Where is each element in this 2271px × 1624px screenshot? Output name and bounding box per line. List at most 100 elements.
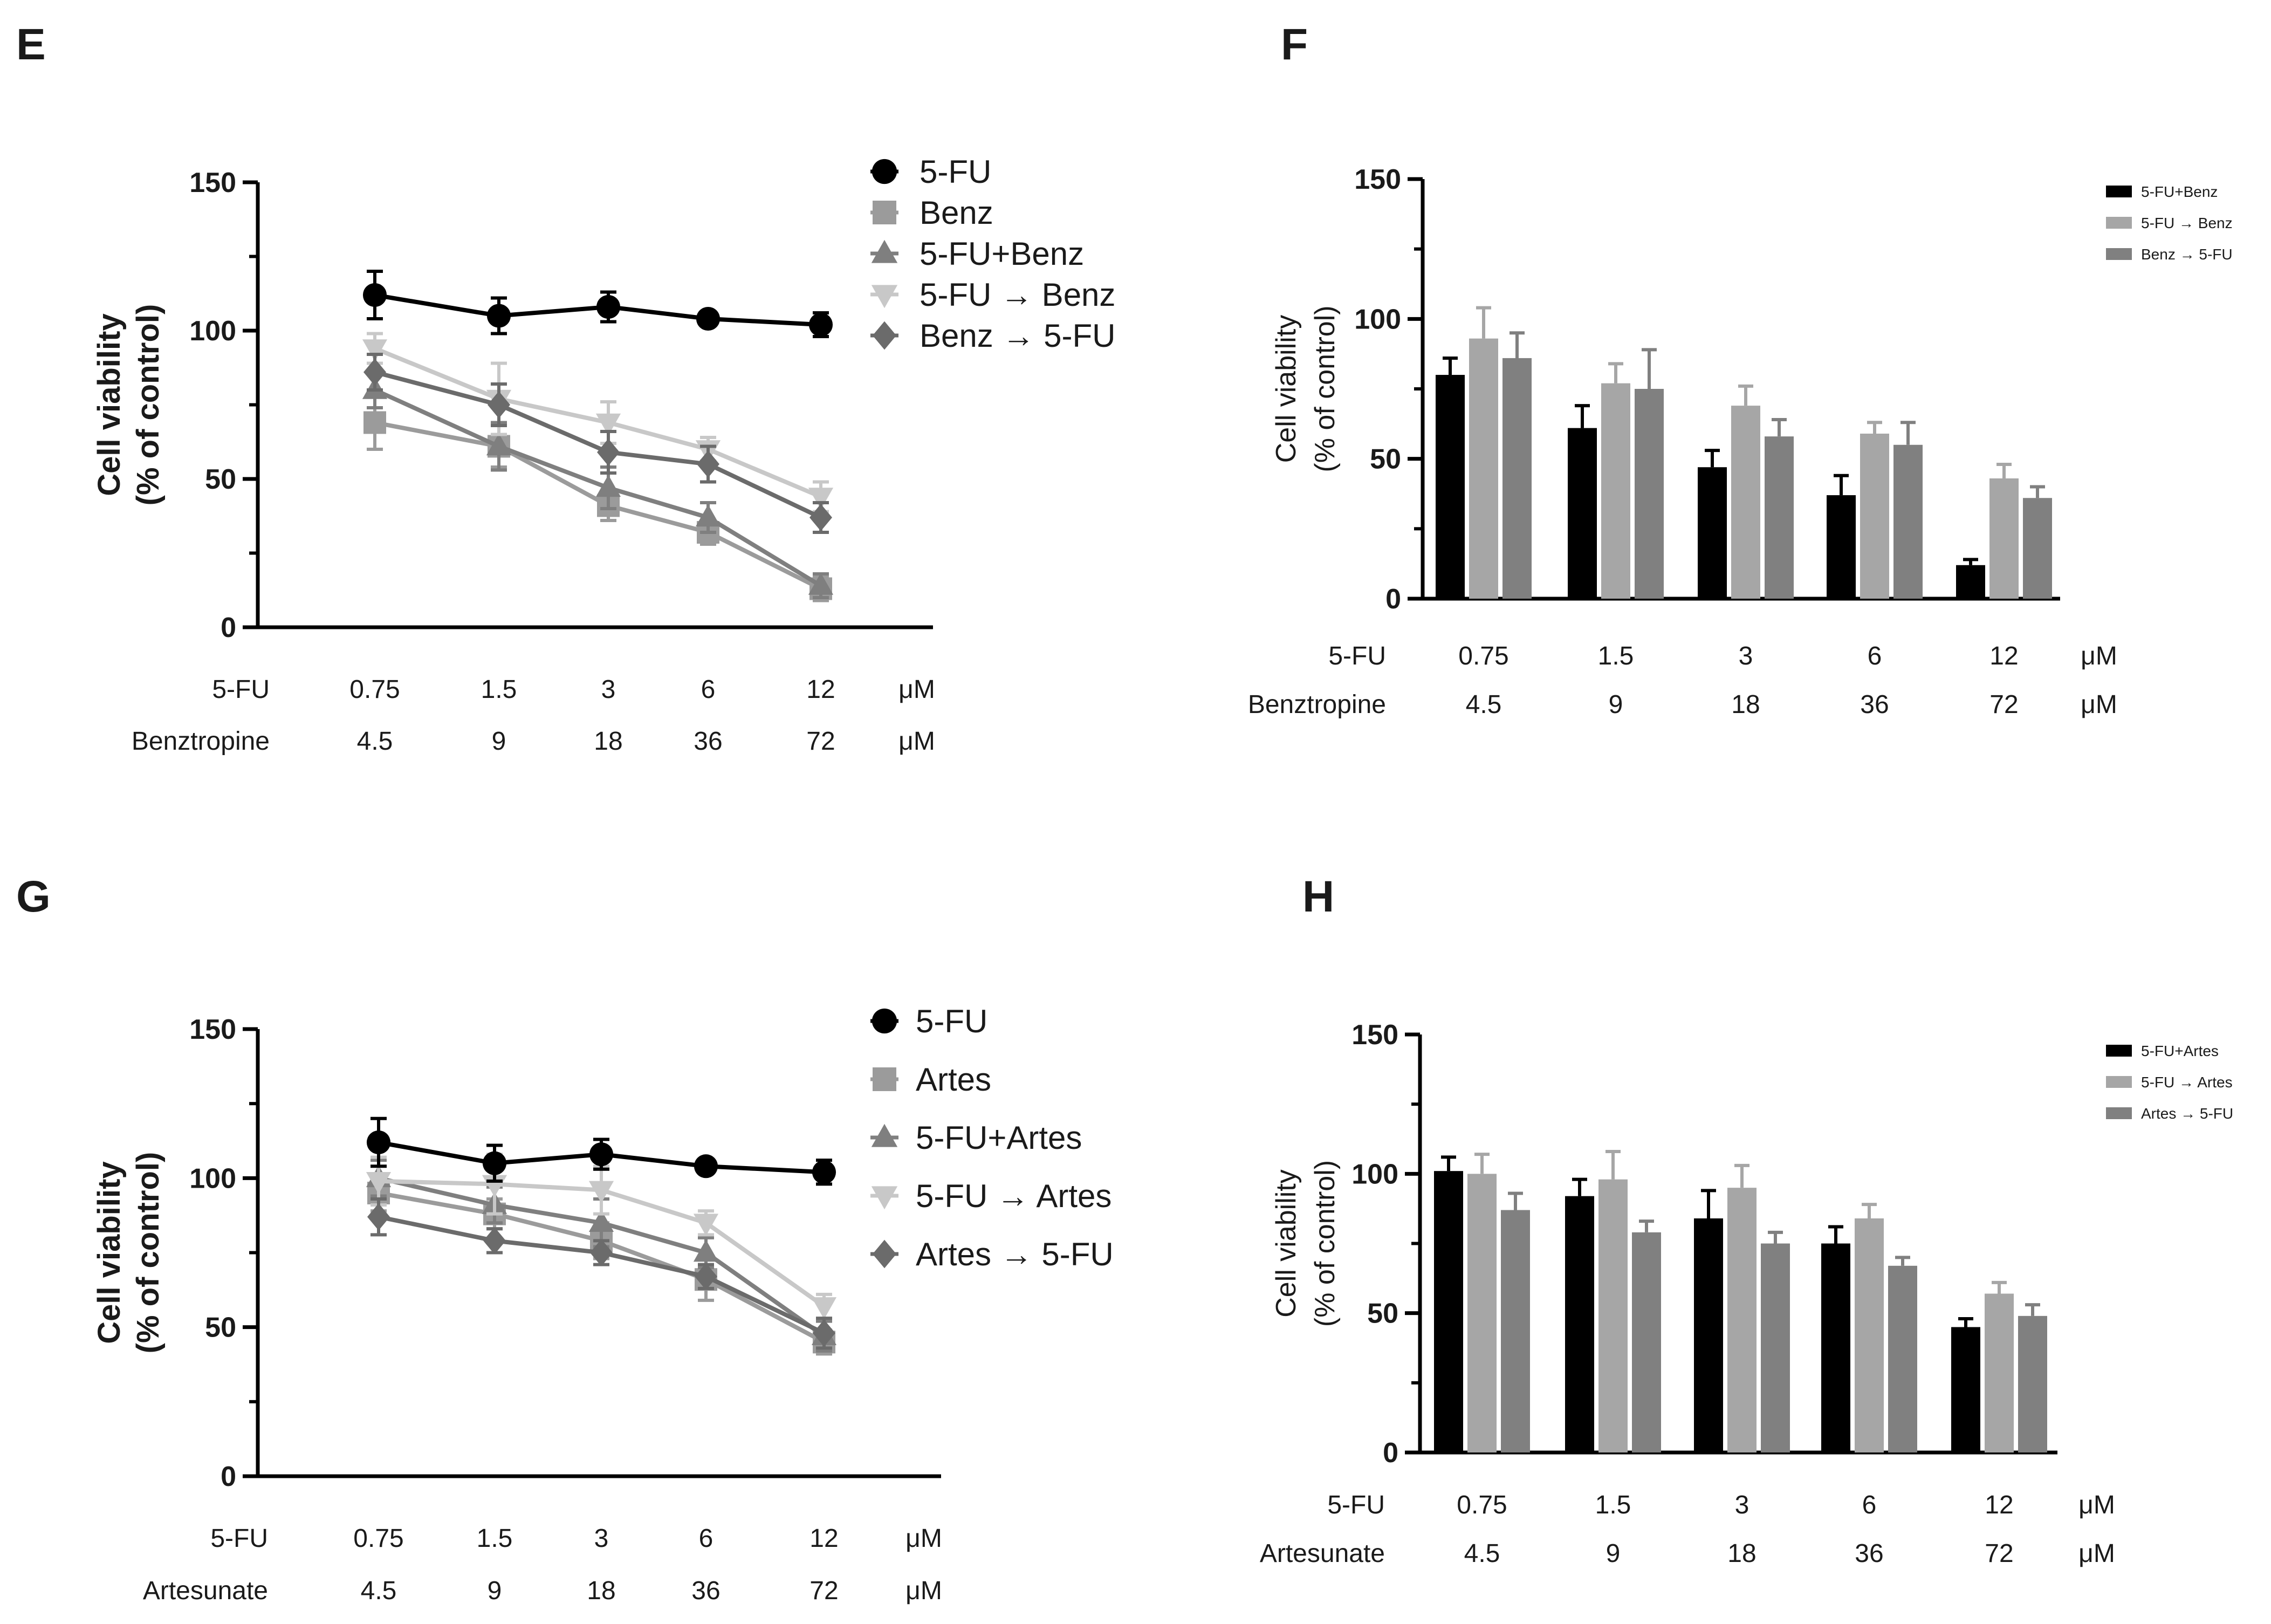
data-point [597,438,620,466]
bar [1860,433,1889,599]
legend-label: 5-FU [916,1003,987,1039]
dose-tick-label: 0.75 [349,675,400,704]
bar [1698,467,1727,599]
dose-tick-label: 36 [694,727,722,756]
legend-swatch [2106,248,2132,260]
legend-swatch [2106,1045,2132,1057]
data-point [588,1181,614,1203]
y-axis-label: Cell viability (% of control) [1271,305,1341,472]
dose-unit-label: μM [905,1524,942,1553]
dose-tick-label: 18 [594,727,622,756]
y-tick-label: 50 [1370,444,1401,475]
data-point [366,1172,392,1195]
bar-series-0 [1436,356,1985,599]
y-axis-label-line1: Cell viability [92,313,127,496]
legend-marker [871,1123,898,1147]
dose-tick-label: 4.5 [357,727,393,756]
dose-unit-label: μM [2078,1539,2115,1568]
dose-unit-label: μM [2081,642,2117,670]
data-point [589,1142,614,1167]
legend-item: Benz → 5-FU [2106,246,2233,263]
dose-tick-label: 12 [809,1524,838,1553]
legend-item: Artes [870,1061,991,1098]
panel-letter: F [1281,20,1308,69]
legend-label: Benz [920,195,993,231]
bar-series-1 [1469,306,2019,599]
legend-item: 5-FU+Artes [2106,1043,2219,1059]
dose-tick-label: 9 [1609,690,1623,719]
data-point [811,1297,837,1320]
legend-label: Benz → 5-FU [2141,246,2233,263]
legend-swatch [2106,1076,2132,1088]
legend-item: 5-FU+Benz [2106,183,2218,200]
data-point [486,433,512,456]
bar [1765,436,1794,599]
legend-label: 5-FU+Artes [2141,1043,2219,1059]
data-point [808,572,834,595]
panel-f: 0 50 100 150 Cell viability (% of control) F 5-… [1248,20,2233,719]
bar [2018,1315,2047,1452]
dose-tick-label: 3 [1739,642,1753,670]
data-point [693,1214,719,1236]
dose-unit-label: μM [898,727,935,756]
dose-unit-label: μM [2081,690,2117,719]
bar [1855,1218,1884,1452]
legend-label: Artes → 5-FU [2141,1105,2233,1122]
data-point [696,306,721,331]
dose-tick-label: 36 [691,1577,720,1605]
y-tick-label: 150 [189,1014,236,1045]
legend-item: 5-FU [870,1003,987,1039]
bar [1632,1232,1661,1452]
data-point [695,1263,717,1290]
legend-swatch [2106,186,2132,197]
data-point [482,1151,507,1175]
y-axis-label-line1: Cell viability [1271,1169,1302,1318]
data-point [486,304,511,328]
bar [1727,1188,1757,1452]
data-point [808,488,834,510]
y-tick-label: 50 [205,464,236,495]
data-point [363,411,386,434]
y-tick-label: 0 [1383,1437,1398,1469]
data-point [588,1210,614,1232]
data-point [812,1160,836,1184]
dose-row-label: Benztropine [1248,690,1386,719]
legend-label: 5-FU+Artes [916,1120,1082,1156]
bar [1565,1196,1594,1452]
panel-letter: G [16,872,51,921]
dose-tick-label: 12 [1989,642,2018,670]
y-axis-label-line2: (% of control) [131,304,166,506]
data-point [488,391,510,419]
bar [1434,1171,1463,1452]
dose-tick-label: 3 [594,1524,609,1553]
y-axis-label-line2: (% of control) [1309,305,1341,472]
y-axis-label-line2: (% of control) [1309,1160,1341,1327]
dose-tick-label: 9 [1606,1539,1621,1568]
dose-tick-label: 6 [699,1524,713,1553]
panel-h: 0 50 100 150 Cell viability (% of control) H 5-… [1260,872,2233,1568]
dose-row-label: 5-FU [212,675,270,704]
legend-label: 5-FU → Benz [920,277,1115,313]
data-point [693,1239,719,1262]
legend-label: 5-FU+Benz [920,236,1084,272]
bar-series-2 [1502,331,2052,599]
bar [1827,495,1856,599]
data-point [697,450,719,478]
legend: 5-FU+Benz 5-FU → Benz Benz → 5-FU [2106,183,2233,263]
bar [1598,1179,1628,1452]
dose-tick-label: 1.5 [1595,1491,1631,1519]
y-axis-label: Cell viability (% of control) [92,1152,166,1354]
dose-tick-label: 0.75 [353,1524,403,1553]
bar [1893,444,1923,599]
data-point [362,339,388,362]
dose-tick-label: 18 [1727,1539,1756,1568]
y-tick-label: 150 [1354,164,1401,195]
series-2 [362,371,834,599]
legend-swatch [2106,217,2132,229]
y-tick-label: 0 [221,1461,236,1492]
data-point [813,1319,835,1347]
data-point [362,283,387,307]
series-4 [367,1197,835,1350]
bar [1467,1174,1497,1452]
